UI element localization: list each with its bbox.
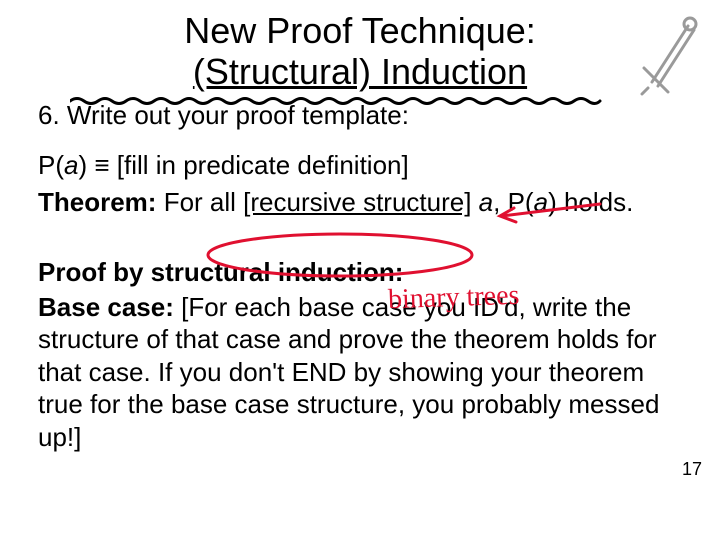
slide-title: New Proof Technique: (Structural) Induct… xyxy=(30,10,690,93)
theorem-line: Theorem: For all [recursive structure] a… xyxy=(38,186,690,219)
sword-icon xyxy=(638,6,708,96)
title-line-1: New Proof Technique: xyxy=(30,10,690,51)
base-case-block: Base case: [For each base case you ID'd,… xyxy=(38,291,690,454)
proof-by-line: Proof by structural induction: xyxy=(38,256,690,289)
slide-body: 6. Write out your proof template: P(a) ≡… xyxy=(30,99,690,454)
step-text: Write out your proof template: xyxy=(67,100,409,130)
theorem-label: Theorem: xyxy=(38,187,156,217)
step-line: 6. Write out your proof template: xyxy=(38,99,690,132)
base-case-label: Base case: xyxy=(38,292,174,322)
page-number: 17 xyxy=(682,459,702,480)
title-line-2: (Structural) Induction xyxy=(30,51,690,92)
predicate-line: P(a) ≡ [fill in predicate definition] xyxy=(38,149,690,182)
step-number: 6. xyxy=(38,100,60,130)
slide: New Proof Technique: (Structural) Induct… xyxy=(0,0,720,540)
